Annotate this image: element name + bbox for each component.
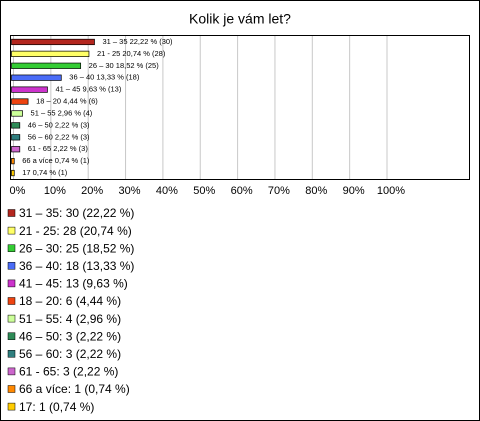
bar-label: 36 – 40 13,33 % (18) [69,73,140,82]
legend-label: 66 a více: 1 (0,74 %) [19,382,130,396]
legend-swatch [7,350,16,358]
x-tick-label: 40% [156,185,178,197]
legend-label: 17: 1 (0,74 %) [19,400,94,414]
legend-label: 46 – 50: 3 (2,22 %) [19,329,121,343]
bar [11,74,62,81]
bar [11,122,21,129]
x-tick-label: 30% [119,185,141,197]
bar [11,110,23,117]
bar [11,50,90,57]
legend-swatch [7,279,16,288]
legend-swatch [7,314,16,323]
legend-swatch [7,367,16,376]
x-tick-label: 10% [44,185,66,197]
x-tick-label: 80% [305,185,327,197]
legend-label: 31 – 35: 30 (22,22 %) [19,206,134,220]
x-tick-label: 20% [81,185,103,197]
bar [11,86,48,93]
legend-label: 56 – 60: 3 (2,22 %) [19,347,121,361]
legend-swatch [7,297,16,305]
legend-label: 21 - 25: 28 (20,74 %) [19,224,132,238]
legend-label: 61 - 65: 3 (2,22 %) [19,365,118,379]
bar [11,62,82,69]
x-tick-label: 100% [377,185,405,197]
chart-title: Kolik je vám let? [189,11,291,27]
x-tick-label: 70% [268,185,290,197]
x-tick-label: 90% [343,185,365,197]
legend-swatch [7,244,16,252]
plot-area [10,35,470,180]
bar-label: 17 0,74 % (1) [22,168,68,177]
legend-swatch [7,262,16,270]
legend-swatch [7,402,16,411]
x-tick-label: 0% [10,185,26,197]
legend-swatch [7,226,16,235]
legend-label: 36 – 40: 18 (13,33 %) [19,259,134,273]
bar [11,38,95,46]
legend-swatch [7,385,16,393]
legend-label: 18 – 20: 6 (4,44 %) [19,294,121,308]
x-tick-label: 50% [193,185,215,197]
bar-label: 31 – 35 22,22 % (30) [102,37,173,46]
bar-label: 61 - 65 2,22 % (3) [28,144,89,153]
bar-label: 51 – 55 2,96 % (4) [31,108,93,117]
legend-swatch [7,209,16,217]
bar [11,134,21,141]
bar-label: 18 – 20 4,44 % (6) [36,97,98,106]
bar-label: 66 a více 0,74 % (1) [22,156,90,165]
bar [11,98,29,105]
bar [11,158,15,165]
bar-label: 56 – 60 2,22 % (3) [28,132,90,141]
bar-label: 26 – 30 18,52 % (25) [89,61,160,70]
x-tick-label: 60% [231,185,253,197]
legend-swatch [7,332,16,340]
legend-label: 26 – 30: 25 (18,52 %) [19,241,134,255]
bar-label: 46 – 50 2,22 % (3) [28,120,90,129]
bar [11,169,15,177]
legend-label: 51 – 55: 4 (2,96 %) [19,312,121,326]
bar [11,146,21,153]
bar-label: 21 - 25 20,74 % (28) [97,49,166,58]
legend-label: 41 – 45: 13 (9,63 %) [19,277,128,291]
bar-label: 41 – 45 9,63 % (13) [55,85,121,94]
